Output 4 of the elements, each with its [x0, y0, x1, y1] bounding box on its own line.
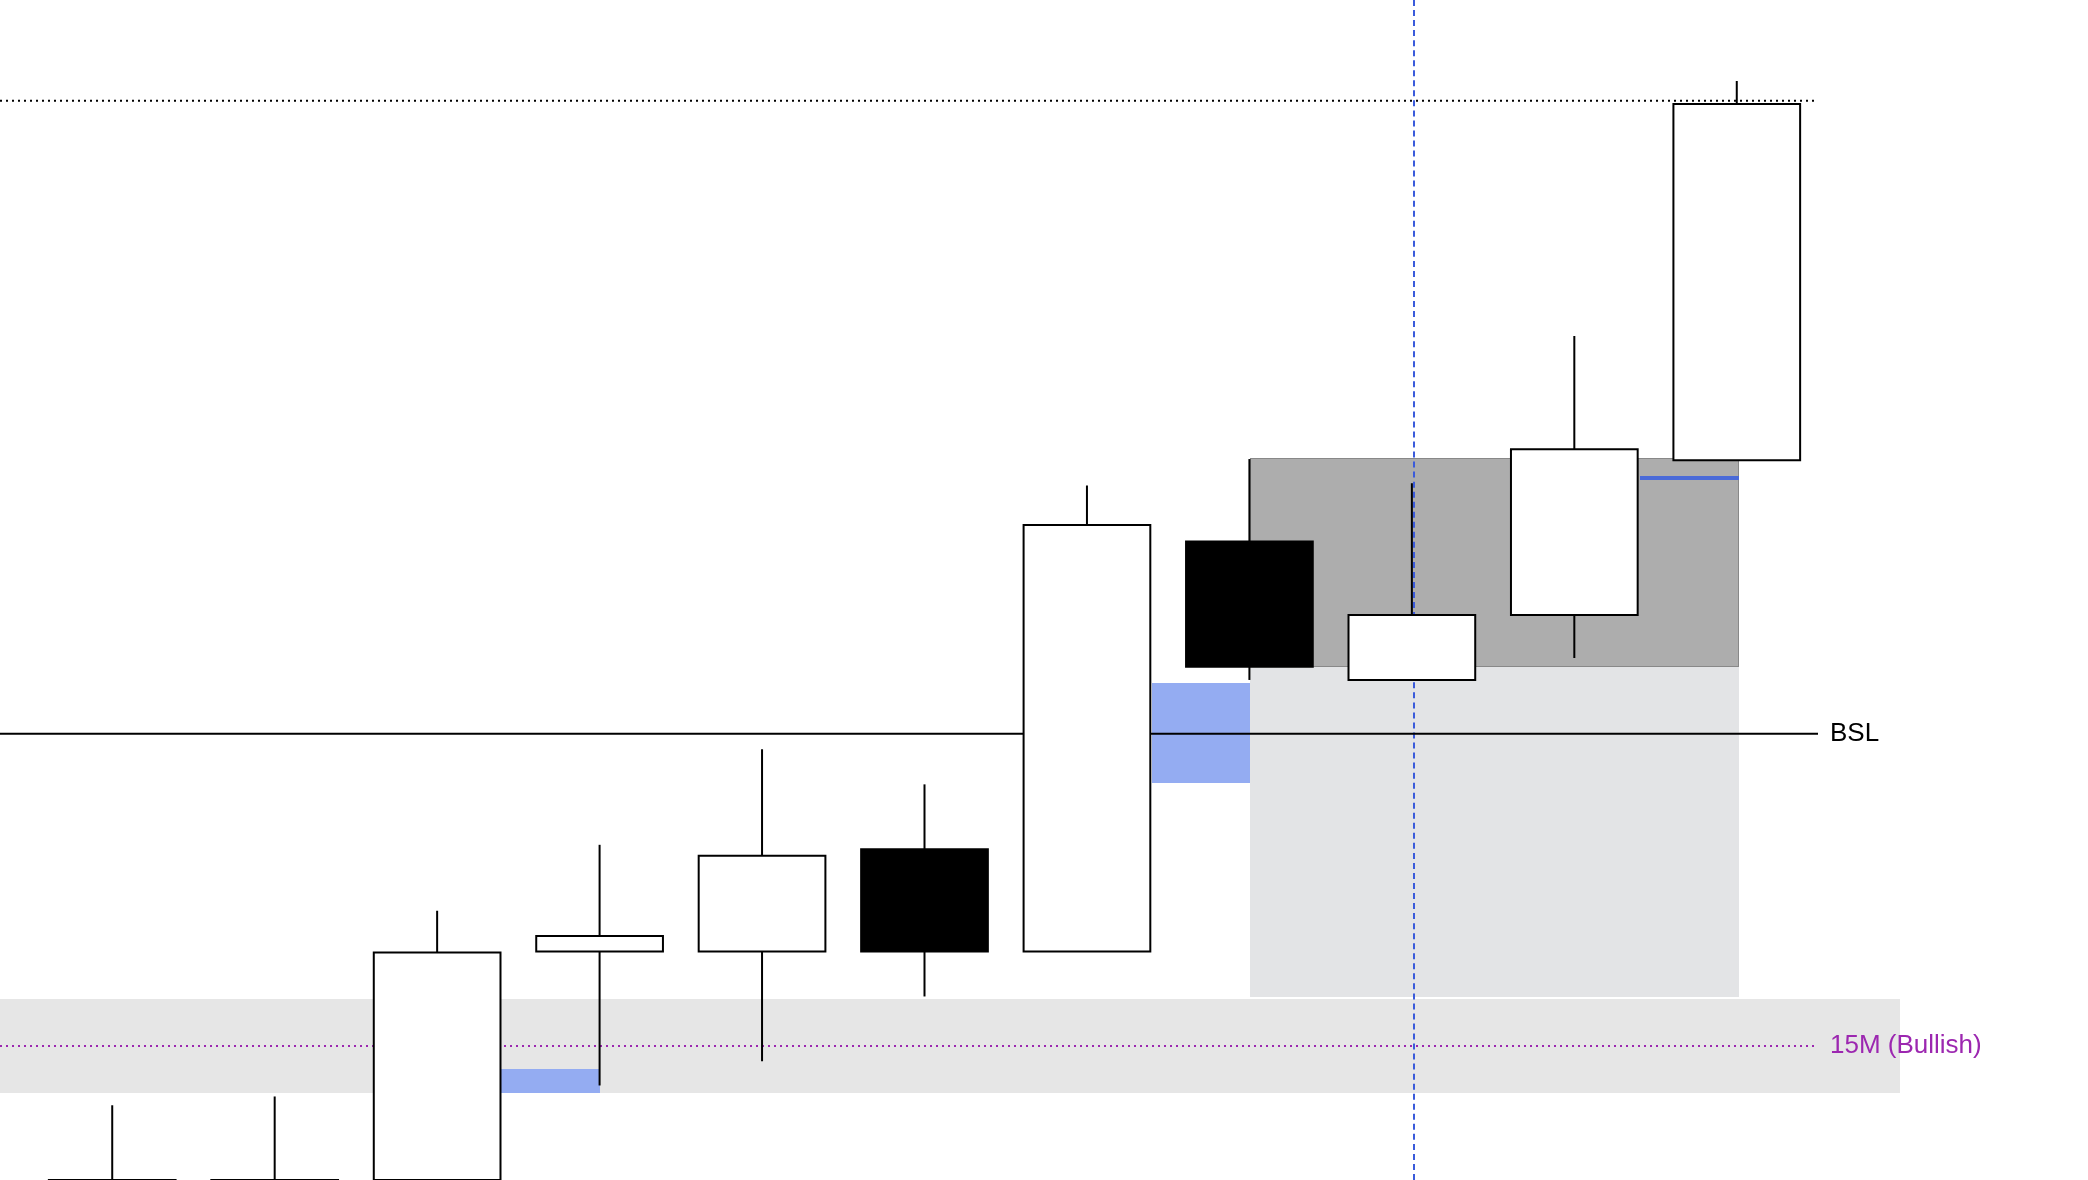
candlestick [47, 1104, 177, 1180]
ref-line-label: BSL [1830, 716, 1880, 747]
candlestick [210, 1095, 340, 1180]
ref-line-label: 15M (Bullish) [1830, 1029, 1982, 1060]
